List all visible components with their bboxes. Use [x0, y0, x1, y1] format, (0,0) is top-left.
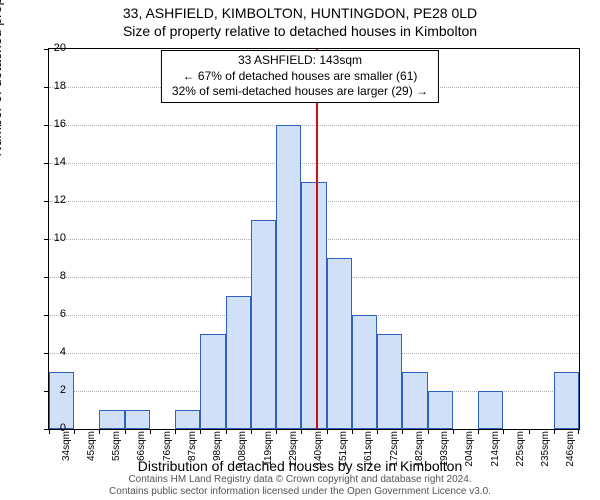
- annotation-line2: ← 67% of detached houses are smaller (61…: [172, 69, 428, 85]
- reference-line: [316, 49, 318, 429]
- x-tick-mark: [99, 429, 100, 434]
- histogram-bar: [125, 410, 150, 429]
- histogram-bar: [478, 391, 503, 429]
- y-tick-label: 12: [42, 194, 66, 206]
- x-tick-mark: [74, 429, 75, 434]
- y-tick-label: 6: [42, 308, 66, 320]
- x-tick-mark: [402, 429, 403, 434]
- histogram-bar: [49, 372, 74, 429]
- x-tick-mark: [125, 429, 126, 434]
- histogram-bar: [301, 182, 326, 429]
- histogram-bar: [428, 391, 453, 429]
- gridline: [49, 163, 579, 164]
- y-tick-label: 8: [42, 270, 66, 282]
- annotation-line3: 32% of semi-detached houses are larger (…: [172, 84, 428, 100]
- x-tick-mark: [503, 429, 504, 434]
- gridline: [49, 125, 579, 126]
- x-tick-mark: [327, 429, 328, 434]
- annotation-line1: 33 ASHFIELD: 143sqm: [172, 53, 428, 69]
- histogram-bar: [99, 410, 124, 429]
- histogram-bar: [251, 220, 276, 429]
- x-tick-mark: [200, 429, 201, 434]
- x-tick-mark: [301, 429, 302, 434]
- y-tick-label: 20: [42, 42, 66, 54]
- y-tick-label: 14: [42, 156, 66, 168]
- histogram-bar: [402, 372, 427, 429]
- x-tick-mark: [554, 429, 555, 434]
- histogram-bar: [200, 334, 225, 429]
- x-tick-mark: [352, 429, 353, 434]
- x-tick-mark: [578, 429, 579, 434]
- x-tick-mark: [150, 429, 151, 434]
- x-tick-mark: [529, 429, 530, 434]
- y-tick-label: 4: [42, 346, 66, 358]
- footer-line1: Contains HM Land Registry data © Crown c…: [0, 474, 600, 486]
- x-tick-mark: [226, 429, 227, 434]
- annotation-box: 33 ASHFIELD: 143sqm ← 67% of detached ho…: [161, 50, 439, 103]
- x-tick-mark: [478, 429, 479, 434]
- x-axis-label: Distribution of detached houses by size …: [0, 458, 600, 474]
- y-axis-label: Number of detached properties: [0, 0, 4, 250]
- plot-area: [48, 48, 580, 430]
- y-tick-label: 2: [42, 384, 66, 396]
- histogram-bar: [276, 125, 301, 429]
- x-tick-mark: [175, 429, 176, 434]
- x-tick-mark: [428, 429, 429, 434]
- histogram-bar: [226, 296, 251, 429]
- x-tick-mark: [251, 429, 252, 434]
- y-tick-label: 18: [42, 80, 66, 92]
- chart-title: 33, ASHFIELD, KIMBOLTON, HUNTINGDON, PE2…: [0, 4, 600, 40]
- x-tick-mark: [377, 429, 378, 434]
- histogram-bar: [554, 372, 579, 429]
- histogram-bar: [327, 258, 352, 429]
- title-line2: Size of property relative to detached ho…: [0, 22, 600, 40]
- footer-line2: Contains public sector information licen…: [0, 486, 600, 498]
- histogram-bar: [175, 410, 200, 429]
- footer: Contains HM Land Registry data © Crown c…: [0, 474, 600, 498]
- x-tick-mark: [453, 429, 454, 434]
- histogram-bar: [377, 334, 402, 429]
- x-tick-mark: [276, 429, 277, 434]
- y-tick-label: 10: [42, 232, 66, 244]
- y-tick-label: 16: [42, 118, 66, 130]
- title-line1: 33, ASHFIELD, KIMBOLTON, HUNTINGDON, PE2…: [0, 4, 600, 22]
- histogram-bar: [352, 315, 377, 429]
